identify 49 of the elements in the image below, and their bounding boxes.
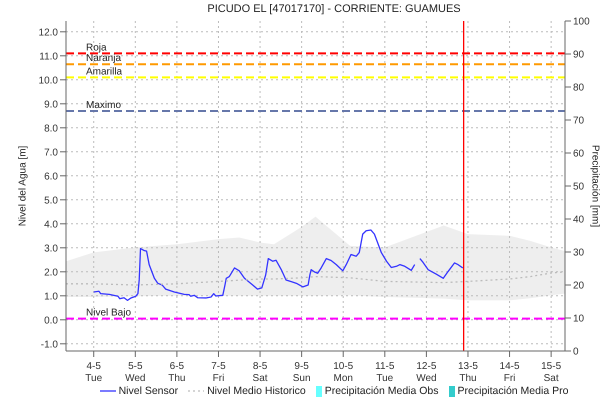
y-tick-label: 1.0 (44, 291, 58, 302)
chart-title: PICUDO EL [47017170] - CORRIENTE: GUAMUES (206, 3, 462, 17)
y2-tick-label: 30 (573, 248, 585, 259)
x-tick-label: 12-5 Wed (416, 361, 437, 384)
x-tick-label: 14-5 Fri (500, 361, 520, 384)
legend-label: Nivel Sensor (118, 385, 178, 397)
legend-label: Precipitación Media Obs (324, 385, 439, 397)
y-tick-label: 4.0 (44, 219, 58, 230)
ref-line-label: Amarilla (86, 66, 123, 78)
y-tick-label: 2.0 (44, 267, 58, 278)
y-tick-label: 0.0 (44, 315, 58, 326)
y2-tick-label: 40 (573, 214, 585, 226)
y-tick-label: 3.0 (44, 243, 58, 254)
y2-tick-label: 20 (573, 280, 585, 292)
x-tick-label: 10-5 Mon (333, 361, 354, 384)
x-tick-label: 15-5 Sat (541, 361, 562, 384)
y-tick-label: 11.0 (39, 51, 58, 62)
y-tick-label: 9.0 (44, 99, 58, 110)
x-tick-label: 5-5 Wed (125, 361, 146, 384)
y-tick-label: 8.0 (44, 123, 58, 134)
y2-axis-title: Precipitación [mm] (589, 144, 600, 228)
x-tick-label: 9-5 Sun (292, 361, 311, 384)
y-tick-label: 12.0 (38, 27, 58, 38)
ref-line-label: Roja (86, 42, 108, 54)
y2-tick-label: 70 (573, 116, 585, 127)
legend-label: Precipitación Media Pro (456, 385, 568, 397)
y-axis-title: Nivel del Agua [m] (18, 145, 29, 226)
x-tick-label: 7-5 Fri (211, 361, 226, 384)
x-tick-label: 6-5 Thu (168, 361, 186, 384)
y2-tick-label: 50 (573, 182, 585, 193)
ref-line-label: Maximo (86, 100, 122, 111)
ref-line-label: Naranja (86, 53, 122, 64)
y2-tick-label: 0 (573, 346, 579, 358)
y-tick-label: 5.0 (44, 195, 58, 206)
y-tick-label: -1.0 (40, 339, 58, 350)
x-tick-label: 8-5 Sat (252, 361, 268, 384)
y-tick-label: 7.0 (44, 147, 58, 158)
y-tick-label: 6.0 (44, 171, 58, 182)
ref-line-label: Nivel Bajo (86, 308, 132, 319)
y2-tick-label: 90 (573, 50, 585, 61)
y2-tick-label: 100 (573, 16, 590, 28)
legend-label: Nivel Medio Historico (206, 385, 306, 397)
y2-tick-label: 80 (573, 82, 585, 94)
y2-tick-label: 10 (573, 314, 585, 325)
x-tick-label: 4-5 Tue (85, 361, 103, 384)
y2-tick-label: 60 (573, 148, 585, 160)
x-tick-label: 11-5 Tue (375, 361, 395, 384)
x-tick-label: 13-5 Thu (458, 361, 478, 384)
y-tick-label: 10.0 (38, 75, 58, 86)
